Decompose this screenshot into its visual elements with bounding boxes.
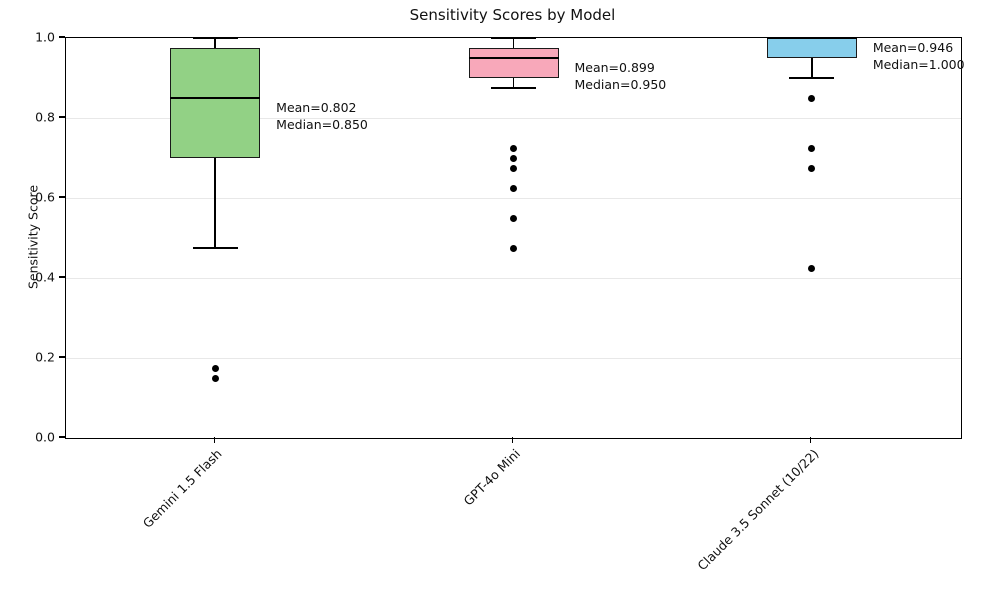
y-tick-label: 0.6 xyxy=(35,189,55,205)
outlier-point-gpt-4o-mini xyxy=(510,154,517,162)
annotation-line: Mean=0.946 xyxy=(872,40,954,55)
y-tick xyxy=(59,436,65,438)
gridline xyxy=(66,357,961,359)
y-tick-label: 0.0 xyxy=(35,429,55,445)
outlier-point-gemini-1-5-flash xyxy=(211,364,219,372)
x-tick-label: Gemini 1.5 Flash xyxy=(139,446,225,531)
x-tick xyxy=(810,437,812,443)
whisker-lower-gemini-1-5-flash xyxy=(214,158,216,248)
annotation-line: Mean=0.899 xyxy=(574,60,655,75)
y-tick xyxy=(59,36,65,38)
outlier-point-gemini-1-5-flash xyxy=(211,374,219,382)
y-tick-label: 0.8 xyxy=(35,109,55,125)
median-line-gpt-4o-mini xyxy=(468,57,559,59)
annotation-line: Mean=0.802 xyxy=(276,100,357,115)
y-tick-label: 0.4 xyxy=(35,269,55,285)
median-line-claude-3-5-sonnet-10-22 xyxy=(766,37,857,39)
box-claude-3-5-sonnet-10-22 xyxy=(766,38,857,58)
outlier-point-claude-3-5-sonnet-10-22 xyxy=(808,164,816,172)
median-line-gemini-1-5-flash xyxy=(170,97,261,99)
annotation-claude-3-5-sonnet-10-22: Mean=0.946 Median=1.000 xyxy=(873,40,965,73)
annotation-gemini-1-5-flash: Mean=0.802 Median=0.850 xyxy=(276,100,368,133)
outlier-point-gpt-4o-mini xyxy=(510,184,517,192)
box-gemini-1-5-flash xyxy=(170,48,261,158)
outlier-point-gpt-4o-mini xyxy=(510,244,517,252)
whisker-upper-gpt-4o-mini xyxy=(512,38,515,48)
gridline xyxy=(66,197,961,199)
x-tick-label: GPT-4o Mini xyxy=(460,446,524,509)
outlier-point-claude-3-5-sonnet-10-22 xyxy=(808,264,816,272)
outlier-point-gpt-4o-mini xyxy=(510,164,517,172)
outlier-point-gpt-4o-mini xyxy=(510,144,517,152)
annotation-line: Median=0.950 xyxy=(574,76,667,92)
y-tick-label: 0.2 xyxy=(35,349,55,365)
gridline xyxy=(66,117,961,119)
y-tick xyxy=(59,196,65,198)
x-tick xyxy=(511,437,514,443)
y-tick xyxy=(59,356,65,358)
plot-area: Mean=0.802 Median=0.850 Mean=0.899 Median=0… xyxy=(65,37,965,439)
box-gpt-4o-mini xyxy=(468,48,559,78)
y-tick xyxy=(59,116,65,118)
outlier-point-claude-3-5-sonnet-10-22 xyxy=(808,94,816,102)
annotation-gpt-4o-mini: Mean=0.899 Median=0.950 xyxy=(575,60,667,93)
whisker-cap-upper-gpt-4o-mini xyxy=(491,37,536,39)
annotation-line: Median=0.850 xyxy=(276,116,368,132)
outlier-point-claude-3-5-sonnet-10-22 xyxy=(808,144,816,152)
y-tick xyxy=(59,276,65,278)
whisker-cap-lower-gemini-1-5-flash xyxy=(192,247,238,249)
whisker-cap-upper-gemini-1-5-flash xyxy=(192,37,238,39)
annotation-line: Median=1.000 xyxy=(872,56,965,72)
chart-title: Sensitivity Scores by Model xyxy=(409,6,616,24)
x-tick xyxy=(213,437,215,443)
whisker-cap-lower-claude-3-5-sonnet-10-22 xyxy=(789,77,835,79)
whisker-lower-gpt-4o-mini xyxy=(512,78,515,88)
whisker-cap-lower-gpt-4o-mini xyxy=(491,87,536,89)
outlier-point-gpt-4o-mini xyxy=(510,214,517,222)
x-tick-label: Claude 3.5 Sonnet (10/22) xyxy=(694,446,822,574)
gridline xyxy=(66,277,961,279)
whisker-upper-gemini-1-5-flash xyxy=(214,38,216,48)
whisker-lower-claude-3-5-sonnet-10-22 xyxy=(811,58,813,78)
y-tick-label: 1.0 xyxy=(35,29,55,45)
